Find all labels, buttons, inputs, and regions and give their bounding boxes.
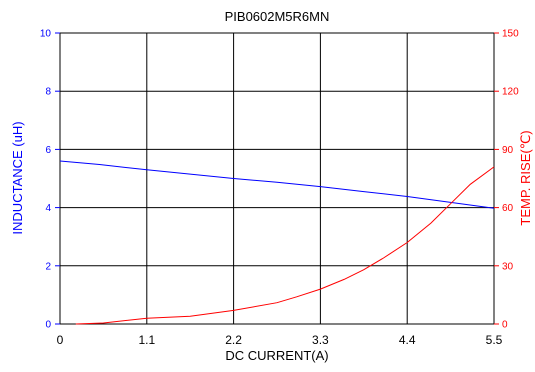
right-y-tick-label: 0 [502,320,508,331]
right-y-tick-label: 150 [502,29,519,40]
right-y-tick-labels: 0 30 60 90 120 150 [502,29,519,331]
grid [60,33,494,324]
left-y-tick-label: 4 [45,203,51,214]
x-tick-label: 1.1 [138,333,155,347]
chart-title: PIB0602M5R6MN [225,9,330,24]
x-tick-labels: 0 1.1 2.2 3.3 4.4 5.5 [57,333,503,347]
x-tick-label: 2.2 [225,333,242,347]
x-tick-label: 5.5 [486,333,503,347]
right-y-axis-label: TEMP. RISE(℃) [518,130,533,225]
tick-marks [55,32,499,325]
left-y-tick-label: 0 [45,320,51,331]
x-axis-label: DC CURRENT(A) [225,348,328,363]
left-y-tick-label: 10 [40,29,52,40]
left-y-tick-label: 2 [45,261,51,272]
left-y-tick-label: 6 [45,145,51,156]
left-y-tick-labels: 0 2 4 6 8 10 [40,29,52,331]
plot-frame [59,32,495,325]
left-y-axis-label: INDUCTANCE (uH) [10,121,25,234]
x-tick-label: 0 [57,333,64,347]
right-y-tick-label: 60 [502,203,514,214]
temperature-rise-line [75,166,495,325]
x-tick-label: 4.4 [399,333,416,347]
right-y-tick-label: 120 [502,87,519,98]
right-y-tick-label: 30 [502,261,514,272]
right-y-tick-label: 90 [502,145,514,156]
x-tick-label: 3.3 [312,333,329,347]
series-group [59,160,495,325]
inductance-line [59,160,495,209]
left-y-tick-label: 8 [45,87,51,98]
